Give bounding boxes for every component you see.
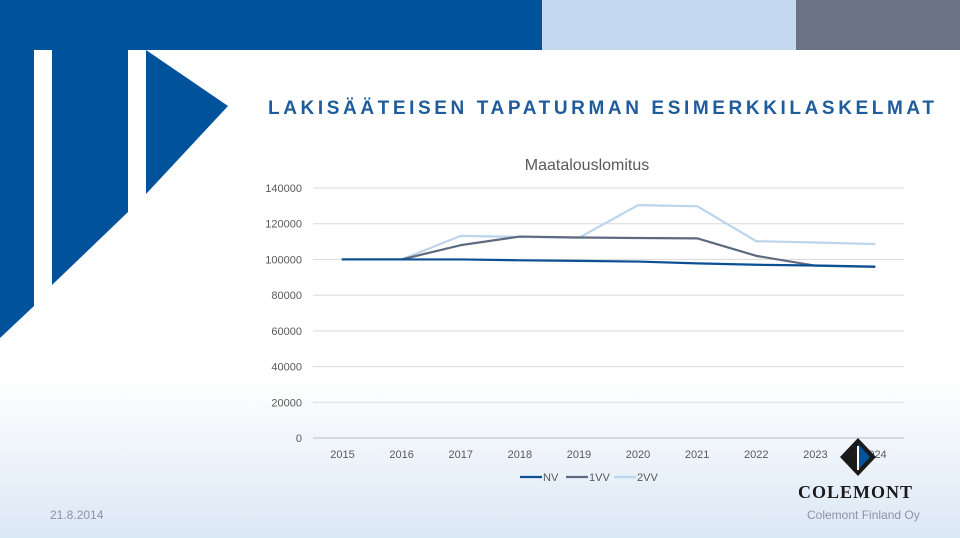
x-tick-label: 2018 [508,449,532,461]
chart-title: Maatalouslomitus [525,157,650,174]
y-tick-label: 80000 [271,290,302,302]
chart-legend: NV 1VV 2VV [520,472,658,484]
top-bar-light [542,0,796,50]
footer-date: 21.8.2014 [50,508,104,522]
x-tick-label: 2021 [685,449,709,461]
y-tick-label: 60000 [271,326,302,338]
x-tick-label: 2016 [389,449,413,461]
series-line-nv [341,258,876,268]
footer-company: Colemont Finland Oy [807,508,920,522]
chart-gridlines [313,187,904,439]
y-tick-label: 40000 [271,362,302,374]
slide-title: LAKISÄÄTEISEN TAPATURMAN ESIMERKKILASKEL… [268,98,938,119]
y-tick-label: 140000 [265,183,302,195]
legend-label-1vv: 1VV [589,472,610,484]
top-bar-dark [0,0,542,50]
y-tick-label: 100000 [265,254,302,266]
series-line-2vv [341,204,876,261]
y-tick-label: 20000 [271,397,302,409]
colemont-logo-icon [840,438,876,476]
series-line-1vv [341,235,876,269]
legend-label-2vv: 2VV [637,472,658,484]
x-tick-label: 2020 [626,449,650,461]
chart-series [341,204,876,269]
x-tick-label: 2023 [803,449,827,461]
x-tick-label: 2017 [449,449,473,461]
left-stripes-decoration [0,50,228,338]
x-axis-ticks: 2015 2016 2017 2018 2019 2020 2021 2022 2023 2024 [330,449,886,461]
x-tick-label: 2019 [567,449,591,461]
x-tick-label: 2022 [744,449,768,461]
x-tick-label: 2015 [330,449,354,461]
top-bar-grey [796,0,960,50]
y-tick-label: 120000 [265,219,302,231]
y-tick-label: 0 [296,433,302,445]
logo-text: COLEMONT [798,482,914,502]
legend-label-nv: NV [543,472,559,484]
y-axis-ticks: 0 20000 40000 60000 80000 100000 120000 140000 [265,183,302,445]
